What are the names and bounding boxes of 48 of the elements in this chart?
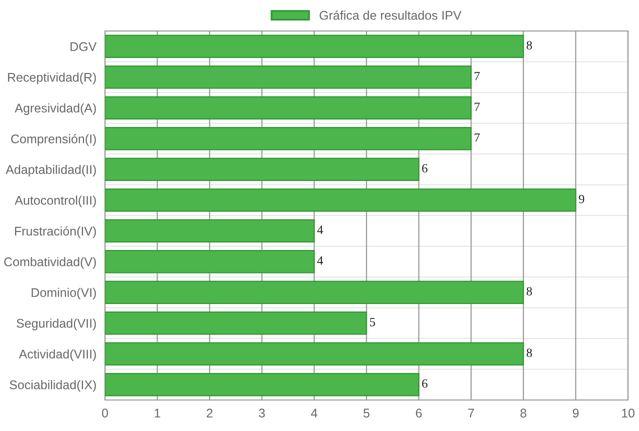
data-label: 8 [526, 348, 532, 358]
data-label: 6 [422, 379, 428, 388]
x-tick-label: 1 [154, 408, 160, 418]
bar [105, 34, 524, 58]
data-label: 8 [526, 287, 532, 296]
data-label: 7 [474, 133, 480, 142]
y-tick-label: Combatividad(V) [4, 257, 96, 269]
x-tick-label: 2 [206, 408, 212, 418]
legend-label: Gráfica de resultados IPV [320, 10, 462, 20]
y-tick-label: Adaptabilidad(II) [6, 164, 96, 176]
bar [105, 188, 576, 212]
x-tick-label: 8 [520, 408, 526, 418]
bar [105, 373, 420, 396]
bar [105, 342, 524, 366]
bar [105, 127, 472, 150]
y-tick-label: Frustración(IV) [15, 226, 96, 238]
x-tick-label: 7 [468, 408, 474, 418]
bar [105, 250, 315, 274]
x-tick-label: 5 [364, 408, 370, 418]
x-tick-label: 3 [258, 408, 265, 418]
y-tick-label: Seguridad(VII) [16, 318, 96, 330]
bar [105, 312, 368, 335]
data-label: 7 [474, 72, 480, 80]
data-label: 9 [578, 194, 584, 204]
y-tick-label: Actividad(VIII) [18, 349, 96, 361]
y-tick-label: Comprensión(I) [11, 134, 96, 146]
data-label: 7 [474, 102, 480, 111]
x-tick-label: 9 [572, 408, 579, 418]
data-label: 4 [317, 256, 324, 265]
y-tick-label: Dominio(VI) [32, 288, 96, 300]
bar [105, 158, 420, 181]
bar [105, 219, 315, 242]
x-tick-label: 4 [311, 408, 318, 418]
data-label: 6 [422, 164, 428, 173]
x-tick-label: 10 [622, 408, 634, 418]
y-tick-label: Sociabilidad(IX) [10, 380, 96, 392]
y-tick-label: Autocontrol(III) [14, 196, 96, 208]
y-tick-label: Receptividad(R) [8, 72, 96, 84]
data-label: 5 [370, 318, 376, 326]
bar [105, 96, 472, 120]
data-label: 8 [526, 41, 532, 50]
x-tick-label: 0 [102, 408, 108, 418]
y-tick-label: Agresividad(A) [14, 103, 96, 115]
bar [105, 280, 524, 304]
data-label: 4 [317, 226, 324, 234]
bar [105, 66, 472, 89]
x-tick-label: 6 [416, 408, 422, 418]
y-tick-label: DGV [70, 42, 97, 52]
